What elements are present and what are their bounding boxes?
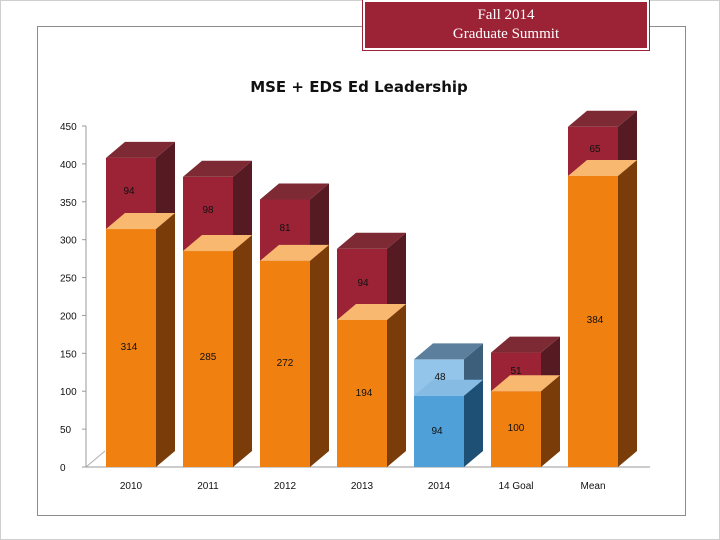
- data-label-bottom: 314: [121, 342, 138, 353]
- x-category-label: Mean: [580, 481, 605, 492]
- y-tick-label: 50: [60, 425, 72, 436]
- data-label-top: 98: [202, 205, 214, 216]
- bar-bottom-front: [568, 176, 618, 467]
- bar-top-side: [233, 160, 252, 252]
- bar-bottom-front: [337, 319, 387, 467]
- y-tick-label: 400: [60, 160, 77, 171]
- banner-line-1: Fall 2014: [477, 7, 535, 23]
- bar-top-top: [568, 110, 637, 127]
- bar-bottom-group: [106, 213, 175, 467]
- y-tick-label: 450: [60, 122, 77, 133]
- bar-bottom-front: [260, 260, 310, 467]
- floor-edge: [85, 450, 106, 468]
- data-label-bottom: 384: [587, 315, 604, 326]
- bar-bottom-group: [183, 235, 252, 467]
- bar-bottom-side: [387, 303, 406, 467]
- bar-bottom-front: [414, 395, 464, 467]
- data-label-top: 94: [123, 186, 135, 197]
- bar-bottom-group: [337, 303, 406, 467]
- bar-bottom-top: [491, 375, 560, 392]
- data-label-top: 94: [357, 278, 369, 289]
- y-tick-label: 0: [60, 463, 66, 474]
- bar-bottom-top: [568, 160, 637, 177]
- bar-bottom-group: [568, 160, 637, 467]
- y-tick-label: 200: [60, 311, 77, 322]
- bar-bottom-top: [106, 213, 175, 230]
- data-label-bottom: 94: [431, 426, 443, 437]
- y-tick-label: 350: [60, 198, 77, 209]
- bar-top-top: [106, 141, 175, 158]
- bar-bottom-top: [414, 379, 483, 396]
- x-category-label: 2012: [274, 481, 297, 492]
- y-tick-label: 100: [60, 387, 77, 398]
- bar-bottom-side: [310, 244, 329, 467]
- x-category-label: 2014: [428, 481, 451, 492]
- data-label-top: 65: [589, 144, 601, 155]
- bar-top-top: [414, 343, 483, 360]
- bar-bottom-group: [414, 379, 483, 467]
- x-category-label: 2011: [197, 481, 219, 492]
- bar-bottom-front: [106, 229, 156, 467]
- header-banner: Fall 2014 Graduate Summit: [362, 0, 650, 51]
- data-label-bottom: 194: [356, 388, 373, 399]
- bar-bottom-group: [491, 375, 560, 467]
- bar-top-top: [183, 160, 252, 177]
- bar-top-side: [156, 141, 175, 230]
- bar-bottom-top: [183, 235, 252, 252]
- bar-bottom-front: [183, 251, 233, 467]
- bar-top-side: [618, 110, 637, 177]
- chart-title: MSE + EDS Ed Leadership: [250, 78, 468, 96]
- data-label-bottom: 100: [508, 423, 525, 434]
- data-label-bottom: 285: [200, 352, 217, 363]
- bar-bottom-side: [156, 213, 175, 467]
- banner-line-2: Graduate Summit: [452, 26, 560, 42]
- bar-top-side: [310, 183, 329, 261]
- bar-bottom-group: [260, 244, 329, 467]
- bar-bottom-top: [337, 303, 406, 320]
- x-category-label: 2013: [351, 481, 374, 492]
- y-tick-label: 250: [60, 274, 77, 285]
- bar-bottom-side: [464, 379, 483, 467]
- bar-bottom-front: [491, 391, 541, 467]
- x-category-label: 14 Goal: [498, 481, 533, 492]
- bar-bottom-side: [618, 160, 637, 467]
- bar-top-top: [491, 336, 560, 353]
- data-label-top: 81: [279, 223, 291, 234]
- y-tick-label: 150: [60, 349, 77, 360]
- x-category-label: 2010: [120, 481, 143, 492]
- bar-bottom-side: [541, 375, 560, 467]
- bar-top-side: [387, 232, 406, 320]
- bar-top-top: [260, 183, 329, 200]
- bar-bottom-top: [260, 244, 329, 261]
- data-label-top: 48: [434, 372, 446, 383]
- data-label-bottom: 272: [277, 358, 294, 369]
- bar-top-top: [337, 232, 406, 249]
- data-label-top: 51: [510, 366, 522, 377]
- y-tick-label: 300: [60, 236, 77, 247]
- bar-bottom-side: [233, 235, 252, 467]
